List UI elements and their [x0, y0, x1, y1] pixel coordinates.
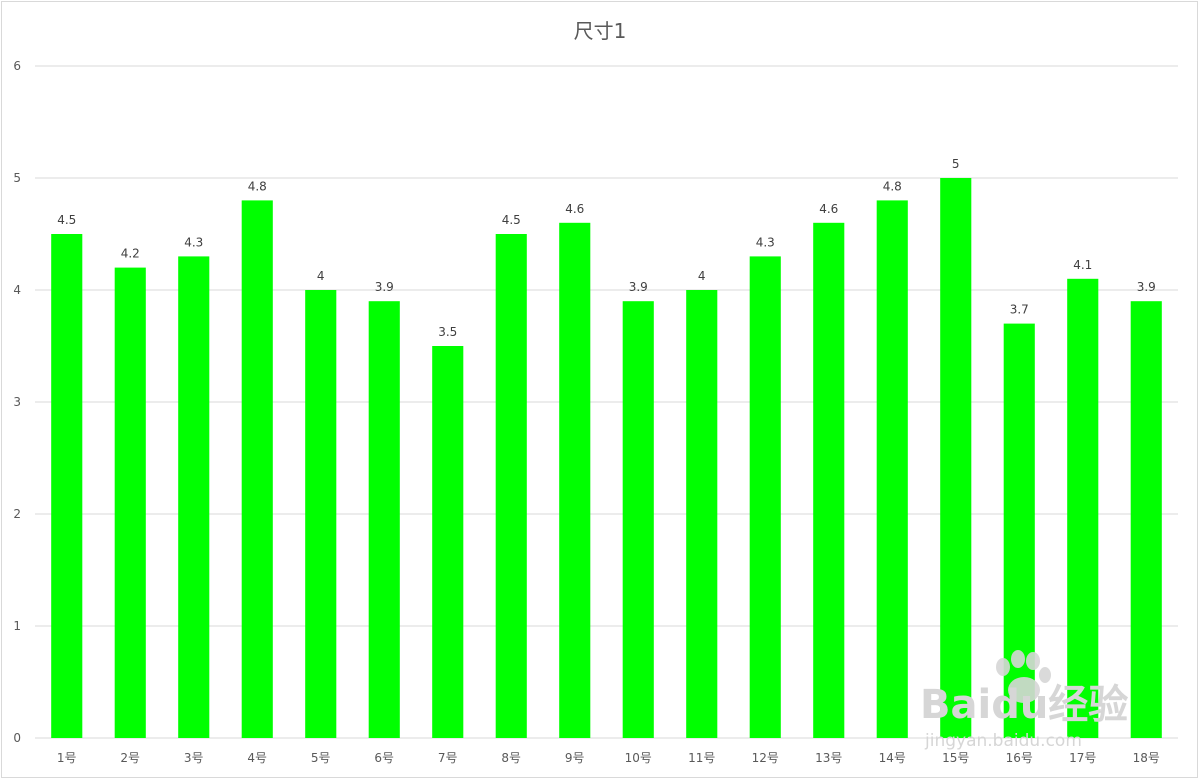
x-tick-label: 8号	[501, 751, 521, 765]
y-tick-label: 4	[13, 283, 21, 297]
x-tick-label: 11号	[688, 751, 715, 765]
data-label: 4.5	[502, 213, 521, 227]
y-tick-label: 3	[13, 395, 21, 409]
bars	[51, 178, 1162, 739]
bar	[876, 200, 908, 738]
bar	[686, 290, 718, 738]
data-label: 4	[317, 269, 325, 283]
data-label: 3.9	[629, 280, 648, 294]
data-label: 4.8	[248, 179, 267, 193]
y-tick-label: 5	[13, 171, 21, 185]
data-label: 4.3	[756, 235, 775, 249]
x-tick-label: 13号	[815, 751, 842, 765]
bar	[368, 301, 400, 738]
bar	[622, 301, 654, 738]
x-tick-label: 18号	[1133, 751, 1160, 765]
x-axis-ticks: 1号 2号 3号 4号 5号 6号 7号 8号 9号 10号 11号 12号 13号 14号 15号 16号 1…	[57, 751, 1160, 765]
x-tick-label: 10号	[625, 751, 652, 765]
bar	[178, 256, 210, 738]
bar	[813, 222, 845, 739]
y-tick-label: 1	[13, 619, 21, 633]
data-label: 4.3	[184, 235, 203, 249]
y-tick-label: 6	[13, 59, 21, 73]
watermark-url: jingyan.baidu.com	[924, 731, 1082, 751]
paw-icon	[996, 650, 1051, 703]
bar	[114, 267, 146, 738]
watermark-brand: Baidu经验	[920, 682, 1128, 728]
data-label: 3.9	[1137, 280, 1156, 294]
bar	[51, 234, 83, 738]
data-label: 3.9	[375, 280, 394, 294]
x-tick-label: 2号	[120, 751, 140, 765]
x-tick-label: 9号	[565, 751, 585, 765]
x-tick-label: 14号	[879, 751, 906, 765]
y-tick-label: 0	[13, 731, 21, 745]
x-tick-label: 12号	[752, 751, 779, 765]
x-tick-label: 6号	[374, 751, 394, 765]
data-label: 3.7	[1010, 303, 1029, 317]
bar	[940, 178, 972, 738]
data-label: 5	[952, 157, 960, 171]
x-tick-label: 7号	[438, 751, 458, 765]
bar	[749, 256, 781, 738]
y-axis-ticks: 0 1 2 3 4 5 6	[13, 59, 21, 745]
bar	[495, 234, 527, 738]
watermark: Baidu经验 jingyan.baidu.com	[920, 650, 1128, 751]
bar	[305, 290, 337, 738]
x-tick-label: 15号	[942, 751, 969, 765]
bar	[1067, 278, 1099, 738]
data-label: 4.8	[883, 179, 902, 193]
data-label: 4.5	[57, 213, 76, 227]
data-label: 3.5	[438, 325, 457, 339]
x-tick-label: 3号	[184, 751, 204, 765]
x-tick-label: 17号	[1069, 751, 1096, 765]
data-label: 4.2	[121, 247, 140, 261]
data-label: 4.6	[565, 202, 584, 216]
x-tick-label: 5号	[311, 751, 331, 765]
x-tick-label: 1号	[57, 751, 77, 765]
bar	[1130, 301, 1162, 738]
data-label: 4.6	[819, 202, 838, 216]
data-label: 4	[698, 269, 706, 283]
bar	[432, 346, 464, 738]
data-label: 4.1	[1073, 258, 1092, 272]
bar	[241, 200, 273, 738]
chart-title: 尺寸1	[574, 19, 627, 43]
bar	[1003, 323, 1035, 738]
data-labels: 4.5 4.2 4.3 4.8 4 3.9 3.5 4.5 4.6 3.9 4 4.3 4.6 4.8 5 3…	[57, 157, 1156, 339]
x-tick-label: 16号	[1006, 751, 1033, 765]
bar	[559, 222, 591, 739]
gridlines	[35, 65, 1178, 739]
x-tick-label: 4号	[247, 751, 267, 765]
y-tick-label: 2	[13, 507, 21, 521]
